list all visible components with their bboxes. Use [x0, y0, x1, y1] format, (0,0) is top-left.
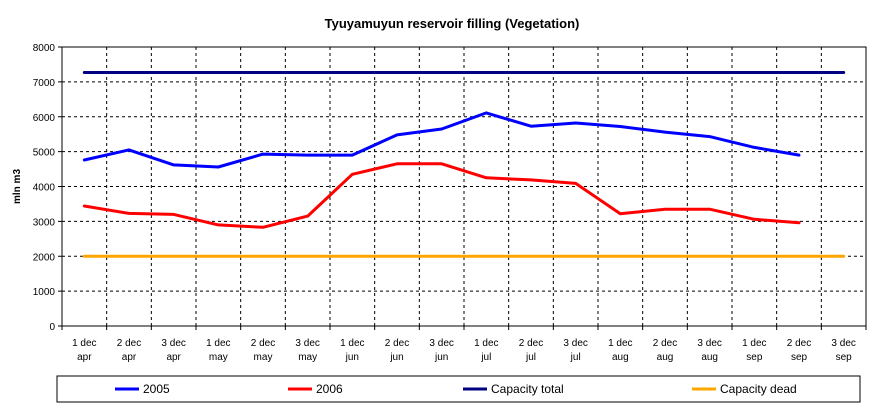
x-tick-label: aug — [701, 352, 718, 363]
axis-ticks: 0 1000 2000 3000 4000 5000 6000 7000 8000 1 dec ap… — [33, 43, 867, 363]
y-tick-label: 2000 — [33, 252, 56, 263]
x-tick-label: 2 dec — [385, 338, 409, 349]
x-tick-label: 1 dec — [72, 338, 96, 349]
x-tick-label: may — [209, 352, 228, 363]
y-axis-label: mln m3 — [12, 169, 23, 204]
chart-title: Tyuyamuyun reservoir filling (Vegetation… — [325, 16, 580, 31]
x-tick-label: jun — [434, 352, 448, 363]
x-tick-label: jun — [345, 352, 359, 363]
x-tick-label: sep — [836, 352, 853, 363]
x-tick-label: 2 dec — [117, 338, 141, 349]
legend: 2005 2006 Capacity total Capacity dead — [56, 375, 861, 403]
x-tick-label: apr — [122, 352, 137, 363]
x-tick-label: 3 dec — [563, 338, 587, 349]
x-tick-label: may — [254, 352, 273, 363]
y-tick-label: 8000 — [33, 43, 56, 54]
x-tick-label: 3 dec — [831, 338, 855, 349]
x-tick-label: 3 dec — [161, 338, 185, 349]
x-tick-label: 1 dec — [206, 338, 230, 349]
x-tick-label: jun — [389, 352, 403, 363]
legend-label-2: 2006 — [316, 382, 343, 396]
y-tick-label: 7000 — [33, 78, 56, 89]
x-tick-label: may — [298, 352, 317, 363]
x-tick-label: 1 dec — [340, 338, 364, 349]
y-tick-label: 5000 — [33, 148, 56, 159]
legend-label-4: Capacity dead — [720, 382, 797, 396]
x-tick-label: 2 dec — [787, 338, 811, 349]
x-tick-label: apr — [166, 352, 181, 363]
y-tick-label: 4000 — [33, 183, 56, 194]
x-tick-label: 1 dec — [608, 338, 632, 349]
x-tick-label: jul — [480, 352, 491, 363]
series-line-1 — [82, 111, 801, 169]
legend-label-3: Capacity total — [491, 382, 564, 396]
x-tick-label: sep — [746, 352, 763, 363]
x-tick-label: aug — [612, 352, 629, 363]
x-tick-label: 1 dec — [474, 338, 498, 349]
y-tick-label: 3000 — [33, 217, 56, 228]
x-tick-label: 1 dec — [742, 338, 766, 349]
legend-label-1: 2005 — [143, 382, 170, 396]
y-tick-label: 6000 — [33, 113, 56, 124]
x-tick-label: sep — [791, 352, 808, 363]
x-tick-label: apr — [77, 352, 92, 363]
x-tick-label: jul — [525, 352, 536, 363]
series-lines — [82, 71, 846, 258]
x-tick-label: 2 dec — [519, 338, 543, 349]
y-tick-label: 1000 — [33, 287, 56, 298]
x-tick-label: 3 dec — [429, 338, 453, 349]
legend-box — [56, 375, 861, 403]
x-tick-label: 3 dec — [697, 338, 721, 349]
x-tick-label: 2 dec — [653, 338, 677, 349]
y-tick-label: 0 — [49, 322, 55, 333]
x-tick-label: jul — [570, 352, 581, 363]
series-line-2 — [82, 162, 801, 229]
x-tick-label: 2 dec — [251, 338, 275, 349]
x-tick-label: aug — [657, 352, 674, 363]
x-tick-label: 3 dec — [295, 338, 319, 349]
